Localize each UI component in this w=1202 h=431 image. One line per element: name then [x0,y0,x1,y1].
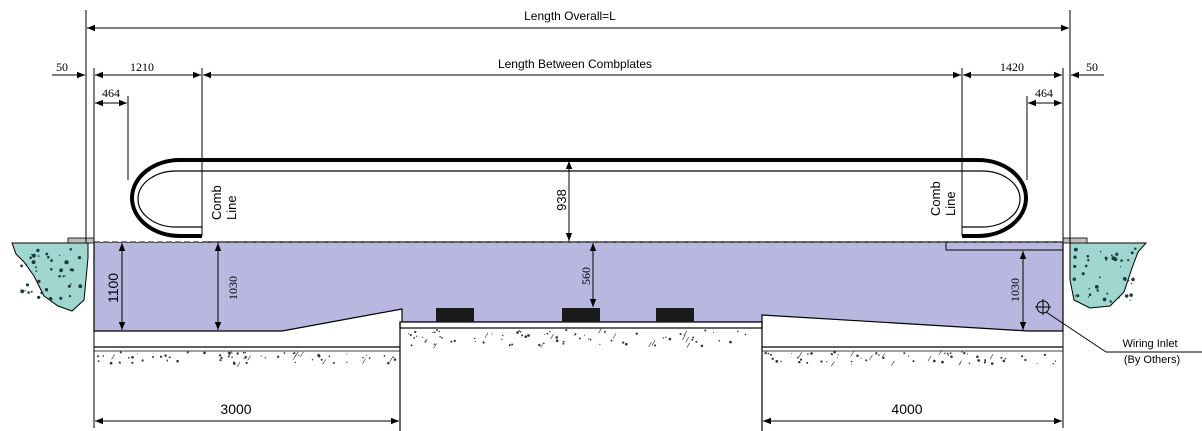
dim-3000-label: 3000 [220,401,251,417]
support-pad-2 [562,308,600,322]
soil-right [1069,242,1148,309]
ground-left [94,346,400,352]
cover-plate-left [67,237,95,244]
line-left-label: Line [224,195,239,220]
comb-left-label: Comb [209,185,224,220]
wiring-inlet-label: Wiring Inlet [1122,338,1177,350]
dim-1420-label: 1420 [1000,60,1024,74]
dim-50-left-label: 50 [56,60,68,74]
dim-1030-right-label: 1030 [1008,278,1022,302]
dim-464-left-label: 464 [102,86,120,100]
by-others-label: (By Others) [1124,354,1180,366]
support-pad-3 [656,308,694,322]
dim-560-label: 560 [579,267,593,285]
dim-50-right-label: 50 [1086,60,1098,74]
dim-1100-label: 1100 [105,273,121,303]
ground-right [762,346,1063,352]
cover-plate-right [1062,237,1088,244]
length-overall-label: Length Overall=L [524,9,616,23]
dim-938-label: 938 [554,189,569,211]
length-between-label: Length Between Combplates [498,57,652,71]
wiring-inlet-symbol [1035,299,1202,353]
ground-middle [399,321,763,431]
dim-4000-label: 4000 [891,401,922,417]
truss-loop-inner [137,170,1021,228]
dim-1210-label: 1210 [130,60,154,74]
line-right-label: Line [943,191,958,216]
comb-right-label: Comb [928,181,943,216]
soil-left [11,242,89,312]
support-pad-1 [436,308,474,322]
dim-1030-left-label: 1030 [226,276,240,300]
dim-464-right-label: 464 [1035,86,1053,100]
truss-loop-outer [130,158,1028,238]
ground-texture [97,328,1057,368]
soil-texture [20,247,1137,303]
